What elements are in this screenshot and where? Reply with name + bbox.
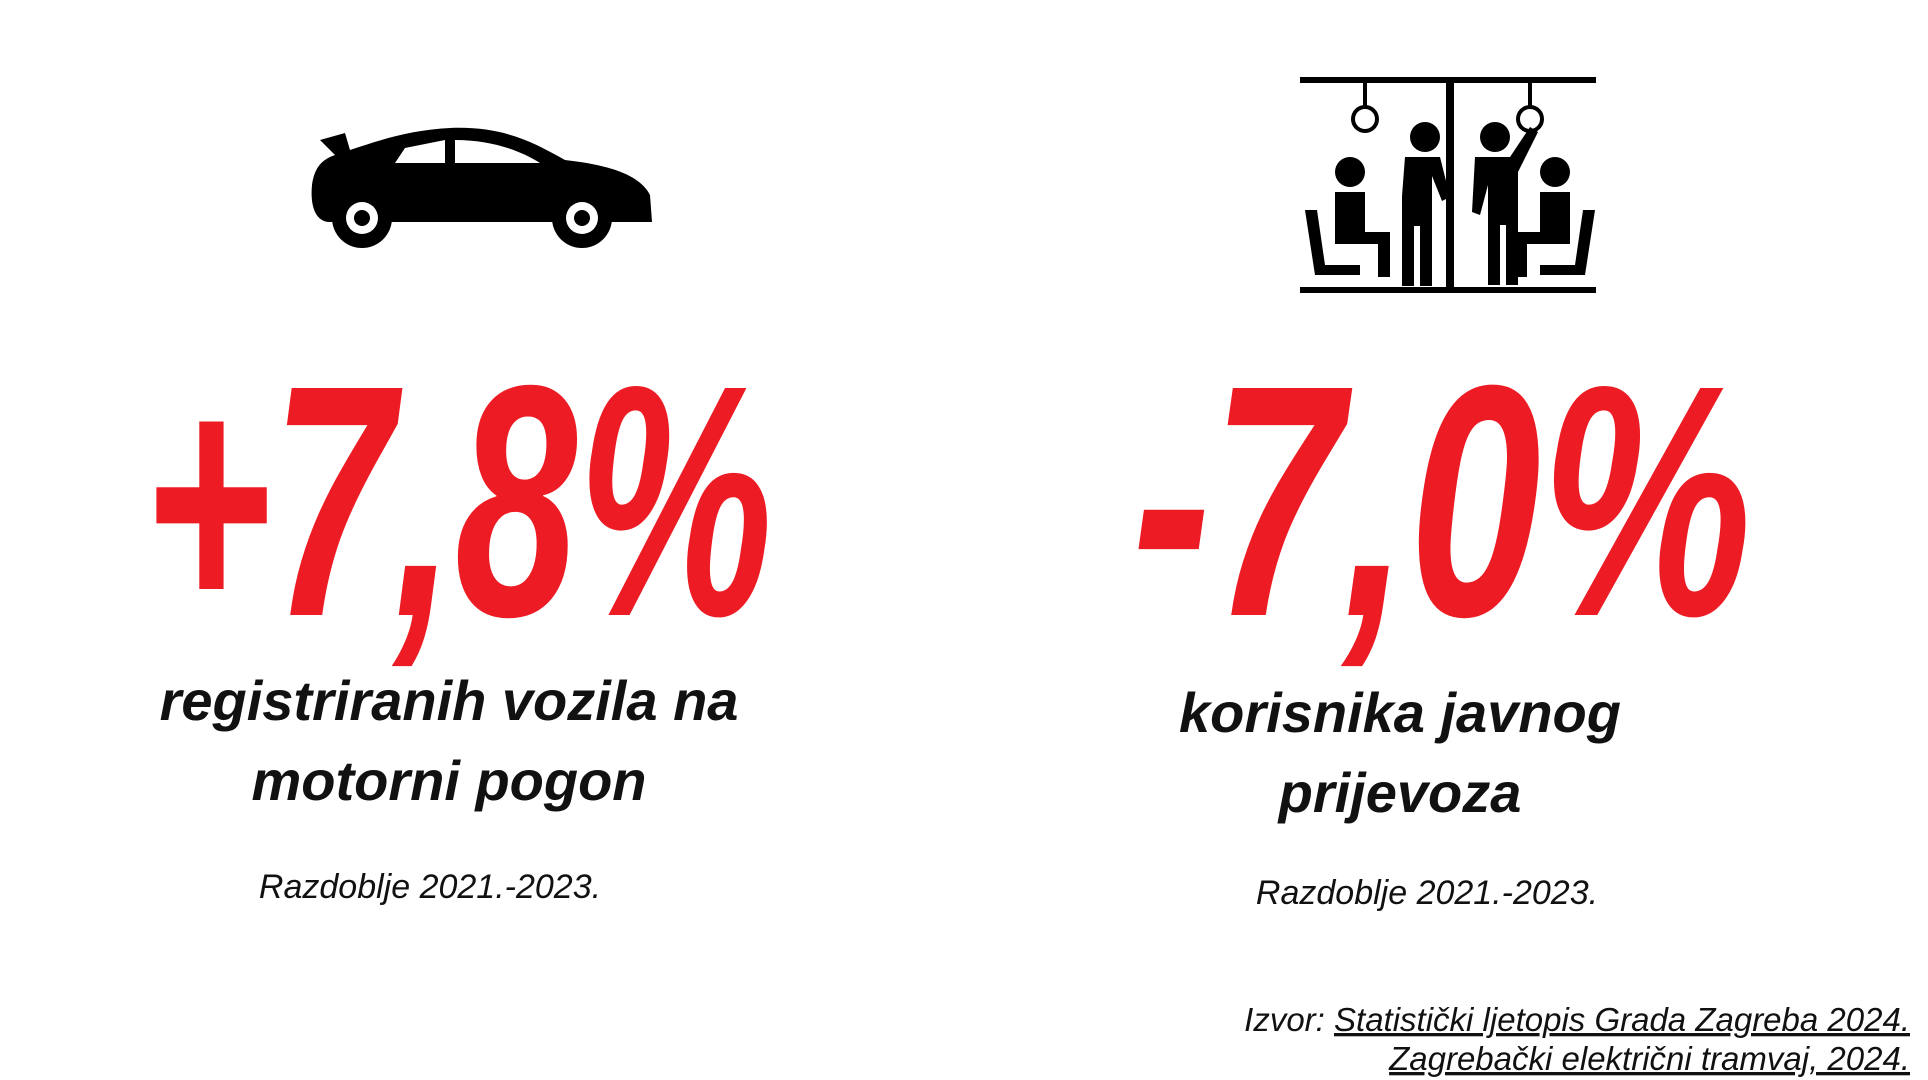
stat-value: -7,0% [1132,316,1752,685]
period: Razdoblje 2021.-2023. [1256,874,1598,912]
source-link[interactable]: Zagrebački električni tramvaj, 2024. [1388,1040,1910,1077]
period: Razdoblje 2021.-2023. [259,868,601,906]
source-link[interactable]: Statistički ljetopis Grada Zagreba 2024. [1334,1001,1910,1038]
source-line: Izvor: Statistički ljetopis Grada Zagreb… [1244,1001,1910,1038]
car-icon [311,127,652,248]
stat-value: +7,8% [143,316,773,685]
stat-label: prijevoza [1277,761,1522,824]
stat-label: motorni pogon [251,749,646,812]
stat-label: registriranih vozila na [160,669,739,732]
stat-label: korisnika javnog [1179,681,1621,744]
transit-icon [1300,77,1596,293]
source-prefix: Izvor: [1244,1001,1325,1038]
